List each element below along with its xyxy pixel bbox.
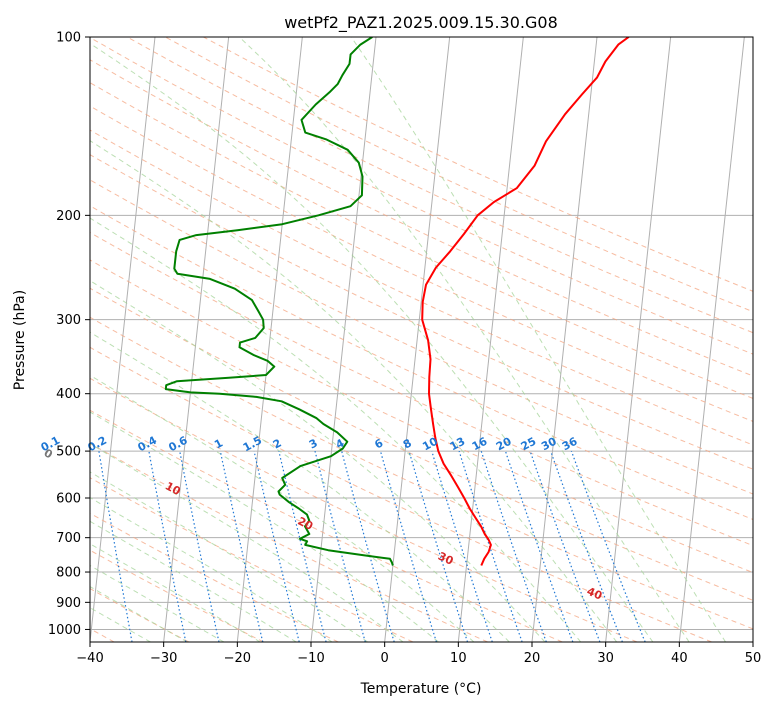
moist-adiabat-line bbox=[90, 471, 368, 642]
mixing-ratio-line bbox=[408, 450, 469, 642]
mixing-ratio-line bbox=[570, 450, 646, 642]
isotherm-line bbox=[384, 37, 451, 642]
moist-adiabat-line bbox=[90, 331, 510, 642]
mixing-ratio-line bbox=[341, 450, 395, 642]
mixing-ratio-line bbox=[314, 450, 366, 642]
moist-adiabat-line bbox=[90, 586, 188, 642]
moist-adiabat-line bbox=[90, 564, 225, 642]
moist-adiabat-line bbox=[350, 37, 727, 642]
temperature-profile bbox=[421, 37, 630, 566]
mixing-ratio-line bbox=[253, 450, 300, 642]
moist-adiabat-line bbox=[90, 42, 654, 642]
x-tick-label: 10 bbox=[450, 651, 467, 666]
moist-adiabat-line bbox=[90, 217, 582, 642]
y-tick-label: 400 bbox=[56, 387, 81, 402]
x-tick-label: 20 bbox=[524, 651, 541, 666]
isotherm-line bbox=[163, 37, 230, 642]
y-tick-label: 200 bbox=[56, 209, 81, 224]
y-tick-label: 800 bbox=[56, 566, 81, 581]
moist-adiabat-line bbox=[90, 280, 546, 642]
mixing-ratio-label: 13 bbox=[448, 435, 468, 454]
x-tick-label: −40 bbox=[76, 651, 103, 666]
mixing-ratio-line bbox=[148, 450, 187, 642]
mixing-ratio-label: 20 bbox=[494, 435, 514, 454]
dry-adiabat-line bbox=[90, 316, 753, 630]
dry-adiabat-line bbox=[90, 129, 753, 446]
dry-adiabat-label: 10 bbox=[163, 479, 183, 498]
dry-adiabat-line bbox=[90, 37, 753, 355]
y-tick-label: 600 bbox=[56, 492, 81, 507]
x-axis-label: Temperature (°C) bbox=[360, 681, 482, 697]
dry-adiabat-line bbox=[90, 287, 753, 601]
moist-adiabat-line bbox=[90, 543, 261, 642]
x-tick-label: −30 bbox=[150, 651, 177, 666]
dry-adiabat-line bbox=[90, 205, 753, 520]
y-tick-label: 300 bbox=[56, 313, 81, 328]
x-tick-label: 50 bbox=[745, 651, 762, 666]
isotherm-line bbox=[236, 37, 303, 642]
axis-ticks: −40 −30 −20 −10 0 10 20 30 40 50 100 200 300 400 500 60… bbox=[48, 31, 761, 667]
mixing-ratio-label: 36 bbox=[560, 435, 580, 454]
mixing-ratio-line bbox=[278, 450, 327, 642]
dry-adiabat-line bbox=[90, 477, 414, 642]
mixing-ratio-line bbox=[529, 450, 601, 642]
mixing-ratio-line bbox=[379, 450, 437, 642]
x-tick-label: 30 bbox=[597, 651, 614, 666]
isotherm-line bbox=[678, 37, 745, 642]
moist-adiabat-line bbox=[90, 411, 439, 642]
y-tick-label: 100 bbox=[56, 31, 81, 46]
y-tick-label: 500 bbox=[56, 445, 81, 460]
dry-adiabat-line bbox=[90, 82, 753, 399]
mixing-ratio-label: 25 bbox=[519, 435, 539, 454]
mixing-ratio-label: 16 bbox=[470, 435, 490, 454]
mixing-ratio-line bbox=[431, 450, 493, 642]
dry-adiabat-line bbox=[203, 37, 753, 292]
dry-adiabat-label: 40 bbox=[585, 585, 604, 603]
moist-adiabat-line bbox=[90, 140, 618, 642]
mixing-ratio-line bbox=[179, 450, 220, 642]
dry-adiabat-line bbox=[90, 549, 264, 642]
x-tick-label: −10 bbox=[297, 651, 324, 666]
dry-adiabat-line bbox=[90, 346, 712, 642]
dry-adiabat-label: 20 bbox=[296, 515, 316, 534]
dry-adiabat-line bbox=[90, 154, 753, 470]
mixing-ratio-label: 30 bbox=[539, 434, 559, 453]
x-tick-label: −20 bbox=[224, 651, 251, 666]
mixing-ratio-line bbox=[219, 450, 264, 642]
isotherm-line bbox=[90, 37, 156, 642]
isotherm-line bbox=[605, 37, 672, 642]
plot-frame bbox=[89, 36, 754, 643]
dry-adiabat-line bbox=[90, 179, 753, 495]
chart-title: wetPf2_PAZ1.2025.009.15.30.G08 bbox=[284, 13, 558, 33]
y-axis-label: Pressure (hPa) bbox=[12, 290, 28, 390]
x-tick-label: 40 bbox=[671, 651, 688, 666]
x-tick-label: 0 bbox=[381, 651, 389, 666]
dry-adiabat-line bbox=[90, 409, 563, 642]
y-tick-label: 700 bbox=[56, 531, 81, 546]
moist-adiabat-line bbox=[238, 37, 690, 642]
mixing-ratio-line bbox=[458, 450, 523, 642]
mixing-ratio-line bbox=[504, 450, 574, 642]
plot-series bbox=[164, 37, 630, 566]
dry-adiabat-line bbox=[90, 259, 753, 574]
y-tick-label: 1000 bbox=[48, 623, 81, 638]
moist-adiabat-line bbox=[90, 374, 475, 642]
y-tick-label: 900 bbox=[56, 596, 81, 611]
mixing-ratio-line bbox=[550, 450, 623, 642]
dry-adiabat-label: 30 bbox=[436, 550, 456, 568]
dry-adiabat-line bbox=[90, 442, 488, 642]
dewpoint-profile bbox=[164, 37, 394, 566]
moist-adiabat-line bbox=[90, 443, 404, 642]
mixing-ratio-label: 10 bbox=[420, 435, 440, 454]
isotherm-line bbox=[531, 37, 598, 642]
moist-adiabat-line bbox=[90, 520, 297, 642]
isotherm-line bbox=[457, 37, 524, 642]
mixing-ratio-line bbox=[480, 450, 547, 642]
